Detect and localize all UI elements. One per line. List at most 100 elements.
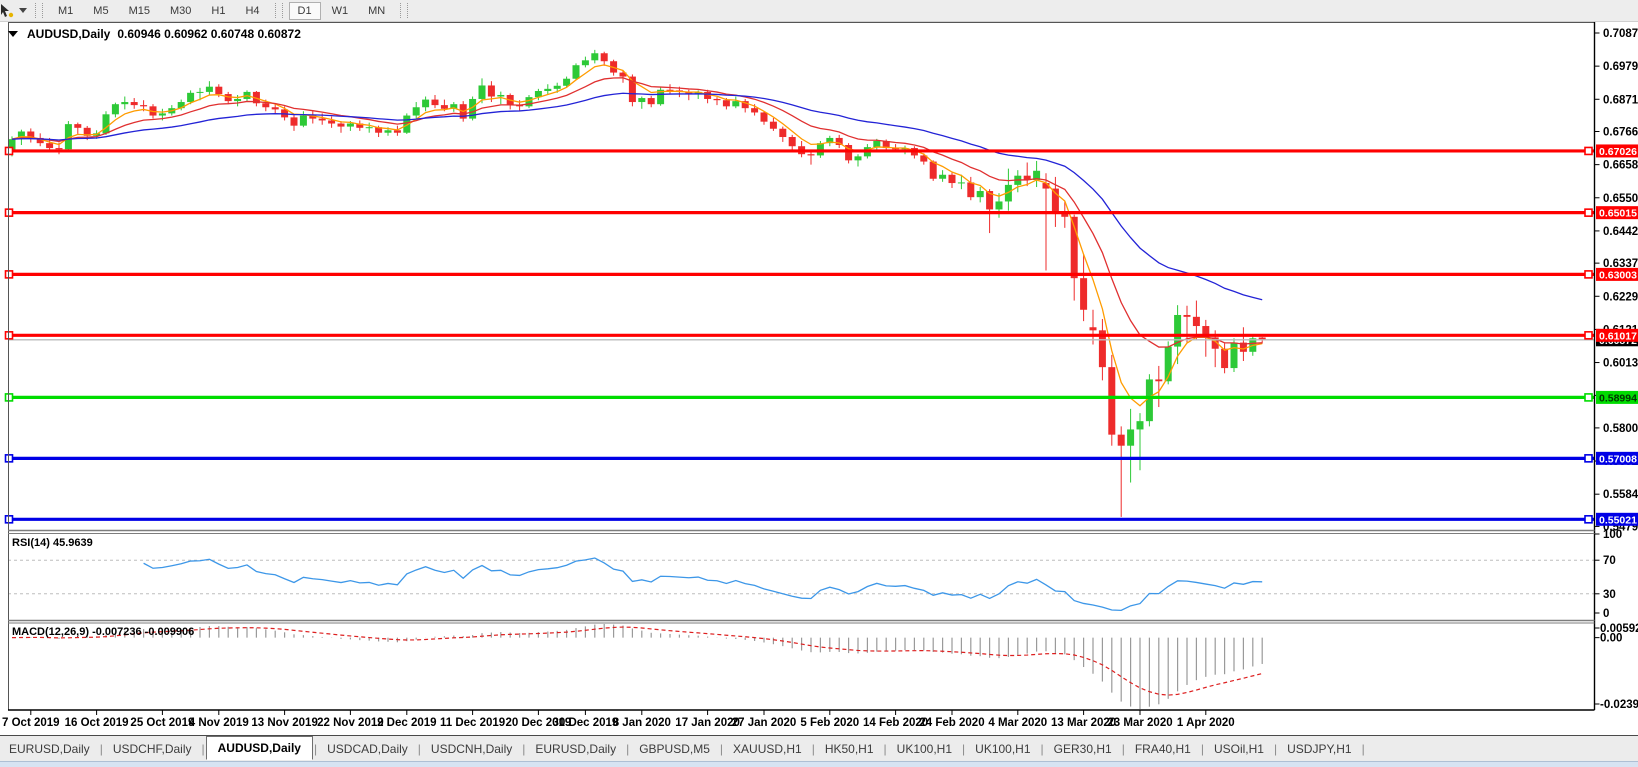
tab-separator: | (1274, 742, 1277, 756)
tab-separator: | (1362, 742, 1365, 756)
chart-tabs: EURUSD,Daily|USDCHF,Daily|AUDUSD,Daily|U… (0, 735, 1638, 762)
svg-text:-0.023944: -0.023944 (1600, 699, 1638, 711)
tab-separator: | (1041, 742, 1044, 756)
svg-text:7 Oct 2019: 7 Oct 2019 (2, 717, 60, 729)
tab-separator: | (202, 742, 205, 756)
svg-text:2 Dec 2019: 2 Dec 2019 (377, 717, 436, 729)
tab-separator: | (1122, 742, 1125, 756)
price-badge: 0.65015 (1596, 206, 1638, 220)
tab-separator: | (522, 742, 525, 756)
svg-text:4 Mar 2020: 4 Mar 2020 (988, 717, 1047, 729)
svg-text:4 Nov 2019: 4 Nov 2019 (189, 717, 249, 729)
timeframe-mn-button[interactable]: MN (359, 2, 394, 20)
price-badge: 0.67026 (1596, 144, 1638, 158)
chevron-down-icon (19, 8, 27, 13)
svg-text:0.55021: 0.55021 (1599, 514, 1637, 526)
svg-text:5 Feb 2020: 5 Feb 2020 (800, 717, 859, 729)
svg-text:0.67026: 0.67026 (1599, 146, 1637, 158)
price-badge: 0.58994 (1596, 391, 1638, 405)
tab-separator: | (812, 742, 815, 756)
toolbar-grip[interactable] (400, 3, 408, 18)
svg-text:8 Jan 2020: 8 Jan 2020 (613, 717, 671, 729)
toolbar-grip[interactable] (35, 3, 43, 18)
tab-uk100-h1[interactable]: UK100,H1 (888, 739, 961, 759)
tab-usdchf-daily[interactable]: USDCHF,Daily (104, 739, 201, 759)
tab-separator: | (884, 742, 887, 756)
svg-text:16 Oct 2019: 16 Oct 2019 (65, 717, 129, 729)
ohlc-readout: 0.60946 0.60962 0.60748 0.60872 (117, 27, 301, 41)
svg-text:11 Dec 2019: 11 Dec 2019 (440, 717, 505, 729)
timeframe-m30-button[interactable]: M30 (161, 2, 200, 20)
chart-menu-icon[interactable] (8, 31, 18, 37)
svg-text:100: 100 (1603, 529, 1622, 541)
timeframe-w1-button[interactable]: W1 (323, 2, 358, 20)
svg-text:27 Jan 2020: 27 Jan 2020 (732, 717, 797, 729)
tab-xauusd-h1[interactable]: XAUUSD,H1 (724, 739, 811, 759)
tab-usdcad-daily[interactable]: USDCAD,Daily (318, 739, 417, 759)
svg-text:0.61017: 0.61017 (1599, 330, 1637, 342)
tab-fra40-h1[interactable]: FRA40,H1 (1126, 739, 1200, 759)
svg-text:0.57008: 0.57008 (1599, 453, 1637, 465)
tab-separator: | (626, 742, 629, 756)
price-badge: 0.55021 (1596, 513, 1638, 527)
svg-text:17 Jan 2020: 17 Jan 2020 (675, 717, 740, 729)
price-badge: 0.61017 (1596, 329, 1638, 343)
crosshair-tool-button[interactable] (0, 2, 30, 20)
svg-text:0.58994: 0.58994 (1599, 392, 1637, 404)
tab-separator: | (418, 742, 421, 756)
tab-ger30-h1[interactable]: GER30,H1 (1045, 739, 1121, 759)
tab-usoil-h1[interactable]: USOil,H1 (1205, 739, 1273, 759)
macd-indicator-label: MACD(12,26,9) -0.007236 -0.009906 (12, 626, 194, 638)
timeframe-h1-button[interactable]: H1 (202, 2, 234, 20)
tab-separator: | (100, 742, 103, 756)
tab-gbpusd-m5[interactable]: GBPUSD,M5 (630, 739, 719, 759)
tab-eurusd-daily[interactable]: EURUSD,Daily (526, 739, 625, 759)
svg-text:30: 30 (1603, 589, 1616, 601)
chart-canvas[interactable]: 0.708700.697900.687100.676600.665800.655… (0, 22, 1638, 735)
svg-text:13 Nov 2019: 13 Nov 2019 (251, 717, 318, 729)
tab-uk100-h1[interactable]: UK100,H1 (966, 739, 1039, 759)
svg-text:0.65015: 0.65015 (1599, 208, 1637, 220)
svg-text:0.63003: 0.63003 (1599, 269, 1637, 281)
tab-separator: | (1201, 742, 1204, 756)
tab-audusd-daily[interactable]: AUDUSD,Daily (206, 736, 313, 760)
tab-separator: | (962, 742, 965, 756)
svg-text:25 Oct 2019: 25 Oct 2019 (130, 717, 194, 729)
tab-usdcnh-daily[interactable]: USDCNH,Daily (422, 739, 521, 759)
timeframe-m15-button[interactable]: M15 (120, 2, 159, 20)
timeframe-d1-button[interactable]: D1 (289, 2, 321, 20)
svg-text:1 Apr 2020: 1 Apr 2020 (1177, 717, 1235, 729)
svg-text:30 Dec 2019: 30 Dec 2019 (552, 717, 618, 729)
tab-hk50-h1[interactable]: HK50,H1 (816, 739, 883, 759)
tab-usdjpy-h1[interactable]: USDJPY,H1 (1278, 739, 1360, 759)
chart-title: AUDUSD,Daily 0.60946 0.60962 0.60748 0.60… (8, 27, 301, 41)
price-badge: 0.57008 (1596, 452, 1638, 466)
tab-separator: | (720, 742, 723, 756)
svg-text:23 Mar 2020: 23 Mar 2020 (1107, 717, 1172, 729)
svg-text:0: 0 (1603, 608, 1609, 620)
timeframe-h4-button[interactable]: H4 (236, 2, 268, 20)
toolbar-grip[interactable] (275, 3, 283, 18)
svg-text:24 Feb 2020: 24 Feb 2020 (919, 717, 984, 729)
tab-eurusd-daily[interactable]: EURUSD,Daily (0, 739, 99, 759)
timeframe-m5-button[interactable]: M5 (84, 2, 117, 20)
symbol-timeframe-label: AUDUSD,Daily (27, 27, 110, 41)
svg-text:22 Nov 2019: 22 Nov 2019 (317, 717, 384, 729)
tab-separator: | (314, 742, 317, 756)
status-strip (0, 761, 1638, 767)
crosshair-cursor-icon (0, 3, 15, 19)
timeframe-m1-button[interactable]: M1 (49, 2, 82, 20)
svg-text:70: 70 (1603, 555, 1616, 567)
svg-text:0.00: 0.00 (1600, 633, 1622, 645)
